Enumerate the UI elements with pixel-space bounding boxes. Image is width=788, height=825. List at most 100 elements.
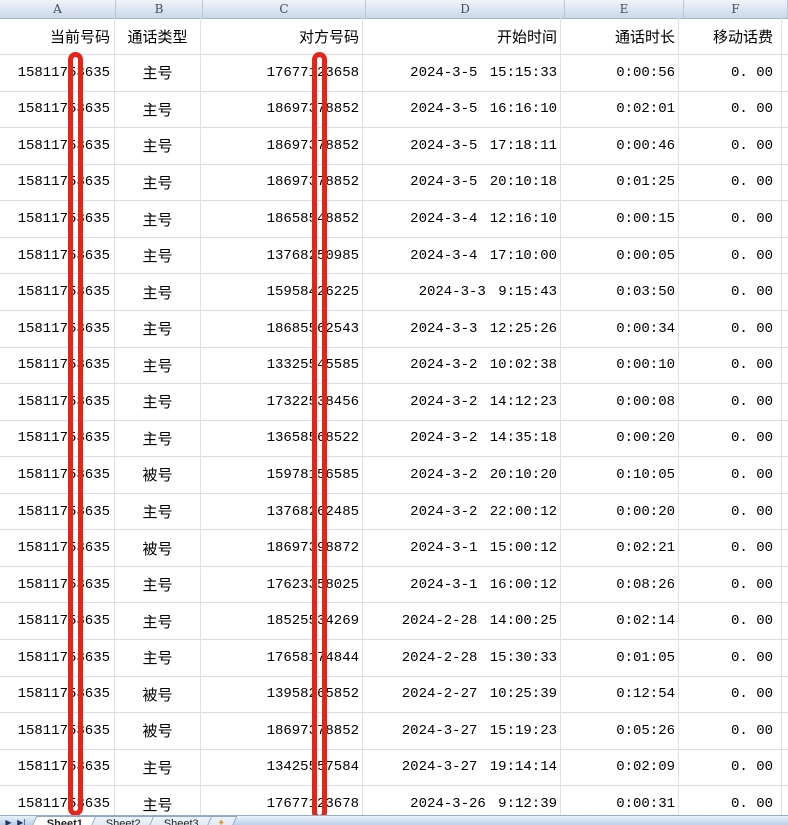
cell-E16[interactable]: 0:08:26	[561, 566, 679, 604]
cell-C11[interactable]: 17322538456	[201, 384, 363, 421]
cell-F2[interactable]: 0. 00	[679, 55, 782, 92]
cell-B19[interactable]: 被号	[115, 676, 201, 714]
cell-B15[interactable]: 被号	[115, 530, 201, 567]
cell-D7[interactable]: 2024-3-4 17:10:00	[363, 237, 561, 275]
cell-A8[interactable]: 15811753635	[0, 274, 115, 311]
scroll-tabs-last-icon[interactable]: ▶|	[17, 818, 26, 825]
cell-F17[interactable]: 0. 00	[679, 603, 782, 640]
cell-A13[interactable]: 15811753635	[0, 457, 115, 494]
cell-C7[interactable]: 13768250985	[201, 237, 363, 275]
cell-D19[interactable]: 2024-2-27 10:25:39	[363, 676, 561, 714]
cell-E5[interactable]: 0:01:25	[561, 164, 679, 202]
cell-D5[interactable]: 2024-3-5 20:10:18	[363, 164, 561, 202]
column-header-F[interactable]: 移动话费	[679, 18, 782, 55]
cell-C12[interactable]: 13658568522	[201, 420, 363, 458]
cell-B3[interactable]: 主号	[115, 91, 201, 129]
column-header-E[interactable]: 通话时长	[561, 18, 679, 55]
cell-D3[interactable]: 2024-3-5 16:16:10	[363, 91, 561, 129]
column-letter-E[interactable]: E	[565, 0, 684, 18]
cell-A11[interactable]: 15811753635	[0, 384, 115, 421]
cell-F19[interactable]: 0. 00	[679, 676, 782, 714]
column-header-D[interactable]: 开始时间	[363, 18, 561, 55]
cell-D14[interactable]: 2024-3-2 22:00:12	[363, 493, 561, 531]
cell-B10[interactable]: 主号	[115, 347, 201, 385]
cell-B5[interactable]: 主号	[115, 164, 201, 202]
cell-A20[interactable]: 15811753635	[0, 713, 115, 750]
cell-D20[interactable]: 2024-3-27 15:19:23	[363, 713, 561, 750]
cell-B9[interactable]: 主号	[115, 310, 201, 348]
cell-E4[interactable]: 0:00:46	[561, 128, 679, 165]
cell-D2[interactable]: 2024-3-5 15:15:33	[363, 55, 561, 92]
cell-E8[interactable]: 0:03:50	[561, 274, 679, 311]
cell-D13[interactable]: 2024-3-2 20:10:20	[363, 457, 561, 494]
cell-D12[interactable]: 2024-3-2 14:35:18	[363, 420, 561, 458]
cell-D18[interactable]: 2024-2-28 15:30:33	[363, 640, 561, 677]
cell-A16[interactable]: 15811753635	[0, 566, 115, 604]
cell-B13[interactable]: 被号	[115, 457, 201, 494]
cell-E20[interactable]: 0:05:26	[561, 713, 679, 750]
cell-F21[interactable]: 0. 00	[679, 749, 782, 787]
cell-A21[interactable]: 15811753635	[0, 749, 115, 787]
cell-B21[interactable]: 主号	[115, 749, 201, 787]
cell-F15[interactable]: 0. 00	[679, 530, 782, 567]
column-letter-B[interactable]: B	[116, 0, 203, 18]
cell-C18[interactable]: 17658174844	[201, 640, 363, 677]
cell-F5[interactable]: 0. 00	[679, 164, 782, 202]
cell-F9[interactable]: 0. 00	[679, 310, 782, 348]
cell-F7[interactable]: 0. 00	[679, 237, 782, 275]
cell-F14[interactable]: 0. 00	[679, 493, 782, 531]
cell-F10[interactable]: 0. 00	[679, 347, 782, 385]
scroll-tabs-right-icon[interactable]: ▶	[5, 818, 12, 825]
cell-B17[interactable]: 主号	[115, 603, 201, 640]
cell-F3[interactable]: 0. 00	[679, 91, 782, 129]
cell-E13[interactable]: 0:10:05	[561, 457, 679, 494]
cell-B16[interactable]: 主号	[115, 566, 201, 604]
column-letter-D[interactable]: D	[366, 0, 565, 18]
cell-D11[interactable]: 2024-3-2 14:12:23	[363, 384, 561, 421]
cell-D15[interactable]: 2024-3-1 15:00:12	[363, 530, 561, 567]
cell-E3[interactable]: 0:02:01	[561, 91, 679, 129]
cell-C2[interactable]: 17677123658	[201, 55, 363, 92]
cell-C10[interactable]: 13325545585	[201, 347, 363, 385]
cell-F12[interactable]: 0. 00	[679, 420, 782, 458]
cell-D6[interactable]: 2024-3-4 12:16:10	[363, 201, 561, 238]
cell-B18[interactable]: 主号	[115, 640, 201, 677]
cell-C9[interactable]: 18685562543	[201, 310, 363, 348]
cell-D16[interactable]: 2024-3-1 16:00:12	[363, 566, 561, 604]
cell-A12[interactable]: 15811753635	[0, 420, 115, 458]
cell-E18[interactable]: 0:01:05	[561, 640, 679, 677]
column-header-B[interactable]: 通话类型	[115, 18, 201, 55]
cell-E9[interactable]: 0:00:34	[561, 310, 679, 348]
cell-E21[interactable]: 0:02:09	[561, 749, 679, 787]
cell-A10[interactable]: 15811753635	[0, 347, 115, 385]
cell-C20[interactable]: 18697378852	[201, 713, 363, 750]
cell-A17[interactable]: 15811753635	[0, 603, 115, 640]
cell-C6[interactable]: 18658548852	[201, 201, 363, 238]
sheet-tab-sheet2[interactable]: Sheet2	[84, 816, 159, 825]
cell-C15[interactable]: 18697398872	[201, 530, 363, 567]
cell-E2[interactable]: 0:00:56	[561, 55, 679, 92]
cell-C17[interactable]: 18525534269	[201, 603, 363, 640]
cell-B8[interactable]: 主号	[115, 274, 201, 311]
cell-D8[interactable]: 2024-3-3 9:15:43	[363, 274, 561, 311]
cell-E11[interactable]: 0:00:08	[561, 384, 679, 421]
cell-D17[interactable]: 2024-2-28 14:00:25	[363, 603, 561, 640]
cell-F8[interactable]: 0. 00	[679, 274, 782, 311]
cell-D9[interactable]: 2024-3-3 12:25:26	[363, 310, 561, 348]
cell-A19[interactable]: 15811753635	[0, 676, 115, 714]
cell-B6[interactable]: 主号	[115, 201, 201, 238]
cell-C14[interactable]: 13768262485	[201, 493, 363, 531]
cell-E14[interactable]: 0:00:20	[561, 493, 679, 531]
cell-A4[interactable]: 15811753635	[0, 128, 115, 165]
cell-E6[interactable]: 0:00:15	[561, 201, 679, 238]
cell-B11[interactable]: 主号	[115, 384, 201, 421]
cell-C5[interactable]: 18697378852	[201, 164, 363, 202]
cell-B20[interactable]: 被号	[115, 713, 201, 750]
sheet-tab-sheet1[interactable]: Sheet1	[25, 816, 101, 825]
cell-E15[interactable]: 0:02:21	[561, 530, 679, 567]
cell-C8[interactable]: 15958426225	[201, 274, 363, 311]
cell-C4[interactable]: 18697378852	[201, 128, 363, 165]
cell-A2[interactable]: 15811753635	[0, 55, 115, 92]
cell-F18[interactable]: 0. 00	[679, 640, 782, 677]
cell-B2[interactable]: 主号	[115, 55, 201, 92]
